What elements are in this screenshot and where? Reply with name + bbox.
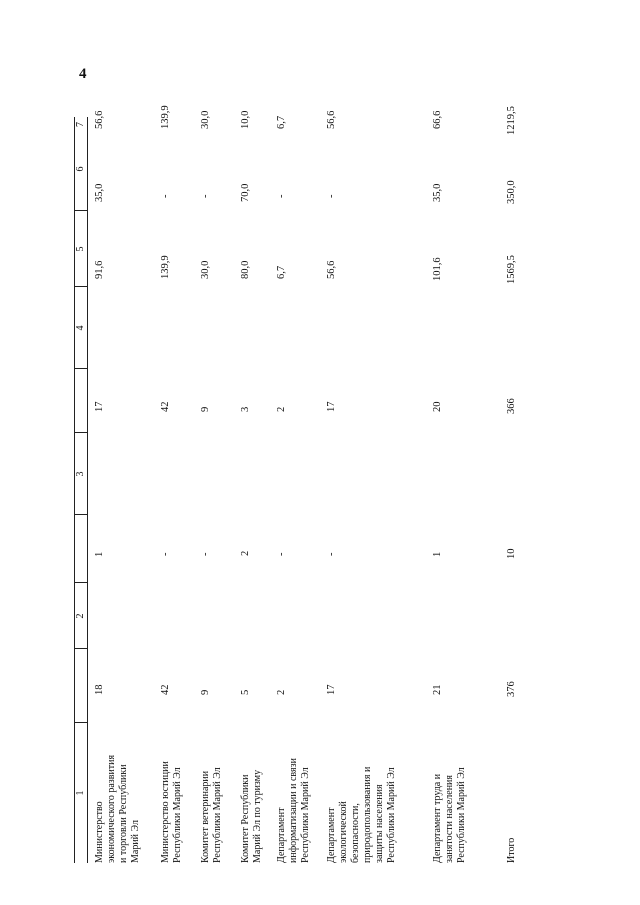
cell-col6: - bbox=[276, 194, 287, 199]
cell-col7: 56,6 bbox=[326, 110, 337, 129]
total-row-label: Итого bbox=[506, 837, 517, 863]
column-header-2: 2 bbox=[75, 613, 86, 619]
total-col5: 1569,5 bbox=[506, 255, 517, 284]
cell-col3: - bbox=[326, 552, 337, 557]
cell-col3: - bbox=[276, 552, 287, 557]
cell-col2: 17 bbox=[326, 684, 337, 696]
cell-col7: 139,9 bbox=[160, 105, 171, 129]
cell-col4: 17 bbox=[326, 401, 337, 413]
table-row-name: Комитет Республики Марий Эл по туризму bbox=[240, 769, 263, 863]
cell-col7: 6,7 bbox=[276, 115, 287, 129]
table-row-name: Департамент экологической безопасности, при… bbox=[326, 766, 397, 863]
cell-col5: 139,9 bbox=[160, 255, 171, 279]
total-col2: 376 bbox=[506, 681, 517, 697]
table-row-name: Департамент труда и занятости населения Ре… bbox=[432, 767, 467, 863]
column-header-5: 5 bbox=[75, 246, 86, 252]
cell-col2: 2 bbox=[276, 689, 287, 695]
cell-col5: 101,6 bbox=[432, 257, 443, 281]
table-row-name: Комитет ветеринарии Республики Марий Эл bbox=[200, 767, 223, 863]
table-row-name: Министерство юстиции Республики Марий Эл bbox=[160, 761, 183, 863]
cell-col3: - bbox=[200, 552, 211, 557]
cell-col7: 10,0 bbox=[240, 110, 251, 129]
cell-col2: 18 bbox=[94, 684, 105, 696]
cell-col5: 6,7 bbox=[276, 265, 287, 279]
cell-col2: 42 bbox=[160, 684, 171, 696]
cell-col4: 20 bbox=[432, 401, 443, 413]
cell-col3: 1 bbox=[94, 551, 105, 557]
table-row-name: Министерство экономического развития и тор… bbox=[94, 754, 141, 863]
total-col3: 10 bbox=[506, 548, 517, 560]
cell-col6: - bbox=[326, 194, 337, 199]
rotated-table: 1 2 3 4 5 6 7 Министерство экономического… bbox=[74, 105, 594, 863]
cell-col5: 56,6 bbox=[326, 260, 337, 279]
cell-col6: 35,0 bbox=[432, 183, 443, 202]
cell-col5: 30,0 bbox=[200, 260, 211, 279]
cell-col3: 1 bbox=[432, 551, 443, 557]
cell-col4: 42 bbox=[160, 401, 171, 413]
total-col7: 1219,5 bbox=[506, 106, 517, 135]
column-header-6: 6 bbox=[75, 166, 86, 172]
cell-col5: 91,6 bbox=[94, 260, 105, 279]
cell-col6: 35,0 bbox=[94, 183, 105, 202]
cell-col4: 3 bbox=[240, 406, 251, 412]
cell-col3: 2 bbox=[240, 550, 251, 556]
cell-col4: 9 bbox=[200, 406, 211, 412]
column-header-1: 1 bbox=[75, 790, 86, 796]
cell-col4: 2 bbox=[276, 406, 287, 412]
cell-col7: 66,6 bbox=[432, 110, 443, 129]
column-header-4: 4 bbox=[75, 325, 86, 331]
page-number: 4 bbox=[79, 66, 87, 82]
cell-col2: 5 bbox=[240, 689, 251, 695]
cell-col5: 80,0 bbox=[240, 260, 251, 279]
table-row-name: Департамент информатизации и связи Республ… bbox=[276, 758, 311, 863]
total-col4: 366 bbox=[506, 398, 517, 414]
column-header-7: 7 bbox=[75, 122, 86, 127]
column-header-3: 3 bbox=[75, 471, 86, 477]
cell-col7: 30,0 bbox=[200, 110, 211, 129]
cell-col7: 56,6 bbox=[94, 110, 105, 129]
cell-col2: 21 bbox=[432, 684, 443, 696]
total-col6: 350,0 bbox=[506, 180, 517, 204]
cell-col6: - bbox=[200, 194, 211, 199]
cell-col6: 70,0 bbox=[240, 183, 251, 202]
cell-col2: 9 bbox=[200, 689, 211, 695]
cell-col6: - bbox=[160, 194, 171, 199]
cell-col3: - bbox=[160, 552, 171, 557]
cell-col4: 17 bbox=[94, 401, 105, 413]
